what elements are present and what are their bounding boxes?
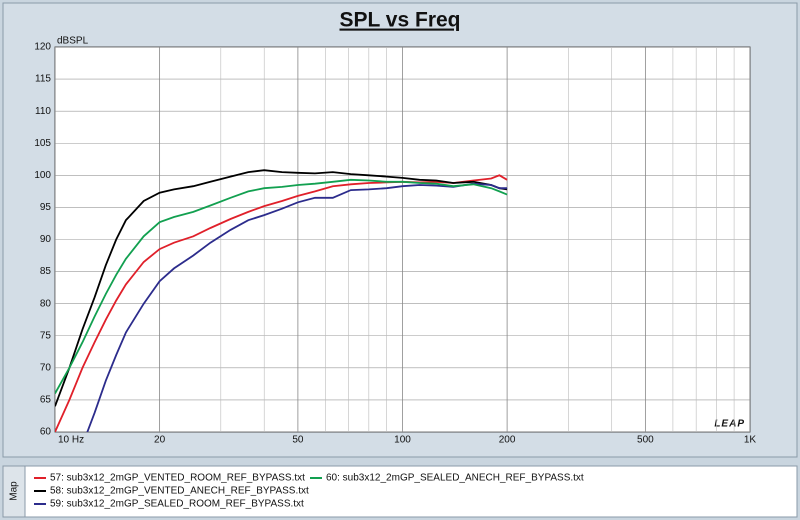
y-tick-label: 115 (35, 74, 51, 85)
y-axis-label: dBSPL (57, 36, 89, 47)
series-line (55, 174, 508, 432)
legend-box (2, 465, 798, 518)
x-tick-label: 200 (499, 435, 516, 446)
y-tick-label: 60 (40, 427, 52, 438)
y-tick-label: 75 (40, 330, 52, 341)
y-tick-label: 90 (40, 234, 52, 245)
legend-tab (2, 465, 26, 518)
y-tick-label: 100 (34, 170, 51, 181)
x-tick-label: 10 Hz (58, 435, 84, 446)
x-tick-label: 20 (154, 435, 166, 446)
x-tick-label: 1K (744, 435, 757, 446)
legend-tab-label: Map (9, 481, 20, 501)
x-tick-label: 50 (292, 435, 304, 446)
y-tick-label: 110 (35, 106, 51, 117)
y-tick-label: 80 (40, 298, 52, 309)
legend-label: 58: sub3x12_2mGP_VENTED_ANECH_REF_BYPASS… (50, 486, 309, 497)
y-tick-label: 105 (34, 138, 51, 149)
chart-title: SPL vs Freq (340, 9, 461, 32)
x-tick-label: 100 (394, 435, 411, 446)
legend-label: 60: sub3x12_2mGP_SEALED_ANECH_REF_BYPASS… (326, 473, 584, 484)
y-tick-label: 65 (40, 395, 52, 406)
legend-label: 57: sub3x12_2mGP_VENTED_ROOM_REF_BYPASS.… (50, 473, 305, 484)
y-tick-label: 85 (40, 266, 52, 277)
y-tick-label: 120 (34, 42, 51, 53)
series-line (86, 182, 508, 432)
series-line (55, 169, 508, 407)
watermark: LEAP (714, 419, 745, 430)
legend-label: 59: sub3x12_2mGP_SEALED_ROOM_REF_BYPASS.… (50, 499, 304, 510)
series-line (55, 178, 508, 394)
y-tick-label: 95 (40, 202, 52, 213)
y-tick-label: 70 (40, 362, 52, 373)
x-tick-label: 500 (637, 435, 654, 446)
